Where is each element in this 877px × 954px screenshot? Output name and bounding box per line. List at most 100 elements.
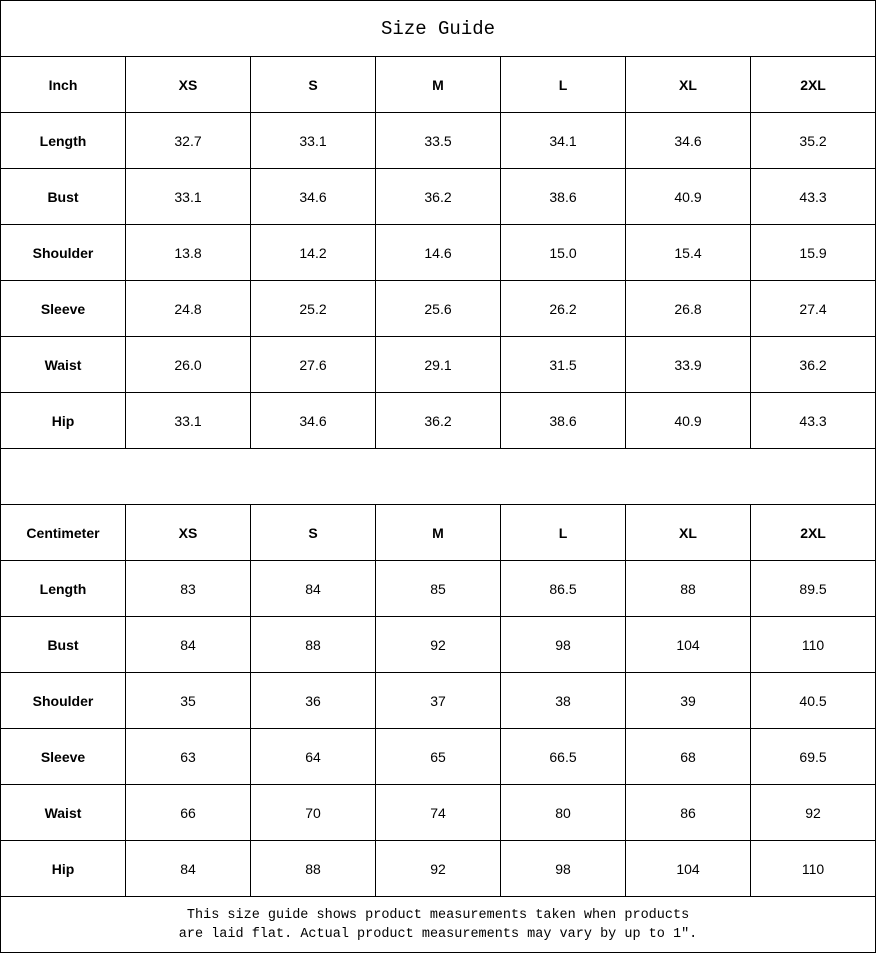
measurement-value: 110 [749, 840, 877, 897]
measurement-value: 34.6 [250, 392, 376, 449]
measurement-value: 89.5 [749, 560, 877, 617]
measurement-value: 34.1 [500, 112, 626, 169]
measurement-value: 36.2 [375, 168, 501, 225]
measurement-value: 84 [250, 560, 376, 617]
measurement-value: 14.6 [375, 224, 501, 281]
measurement-value: 27.6 [250, 336, 376, 393]
measurement-value: 33.9 [625, 336, 751, 393]
table-row: Shoulder 13.8 14.2 14.6 15.0 15.4 15.9 [0, 224, 877, 281]
cm-header-row: Centimeter XS S M L XL 2XL [0, 504, 877, 561]
note-row: This size guide shows product measuremen… [0, 896, 877, 953]
measurement-label: Sleeve [0, 728, 126, 785]
table-row: Length 32.7 33.1 33.5 34.1 34.6 35.2 [0, 112, 877, 169]
measurement-value: 68 [625, 728, 751, 785]
measurement-value: 39 [625, 672, 751, 729]
measurement-value: 66 [125, 784, 251, 841]
measurement-value: 15.0 [500, 224, 626, 281]
spacer-row [0, 448, 877, 505]
measurement-value: 88 [250, 840, 376, 897]
measurement-value: 104 [625, 840, 751, 897]
table-row: Shoulder 35 36 37 38 39 40.5 [0, 672, 877, 729]
table-row: Length 83 84 85 86.5 88 89.5 [0, 560, 877, 617]
measurement-value: 74 [375, 784, 501, 841]
measurement-value: 64 [250, 728, 376, 785]
table-row: Sleeve 24.8 25.2 25.6 26.2 26.8 27.4 [0, 280, 877, 337]
measurement-value: 69.5 [749, 728, 877, 785]
measurement-value: 34.6 [250, 168, 376, 225]
size-header: XL [625, 56, 751, 113]
measurement-label: Bust [0, 168, 126, 225]
measurement-label: Shoulder [0, 224, 126, 281]
measurement-value: 36.2 [749, 336, 877, 393]
measurement-value: 40.9 [625, 168, 751, 225]
table-row: Waist 26.0 27.6 29.1 31.5 33.9 36.2 [0, 336, 877, 393]
inch-header-row: Inch XS S M L XL 2XL [0, 56, 877, 113]
measurement-value: 24.8 [125, 280, 251, 337]
size-header: XS [125, 504, 251, 561]
measurement-label: Sleeve [0, 280, 126, 337]
measurement-value: 84 [125, 840, 251, 897]
measurement-value: 80 [500, 784, 626, 841]
measurement-value: 25.2 [250, 280, 376, 337]
measurement-value: 33.1 [125, 392, 251, 449]
measurement-value: 40.9 [625, 392, 751, 449]
measurement-value: 92 [375, 616, 501, 673]
measurement-value: 26.2 [500, 280, 626, 337]
table-row: Bust 84 88 92 98 104 110 [0, 616, 877, 673]
measurement-value: 15.4 [625, 224, 751, 281]
measurement-value: 33.1 [125, 168, 251, 225]
measurement-label: Waist [0, 784, 126, 841]
measurement-value: 36 [250, 672, 376, 729]
measurement-value: 83 [125, 560, 251, 617]
measurement-value: 38 [500, 672, 626, 729]
title-row: Size Guide [0, 0, 877, 57]
measurement-value: 110 [749, 616, 877, 673]
measurement-value: 26.8 [625, 280, 751, 337]
measurement-value: 25.6 [375, 280, 501, 337]
page-title: Size Guide [0, 0, 877, 57]
measurement-value: 13.8 [125, 224, 251, 281]
measurement-label: Length [0, 112, 126, 169]
measurement-value: 88 [625, 560, 751, 617]
table-row: Hip 33.1 34.6 36.2 38.6 40.9 43.3 [0, 392, 877, 449]
measurement-value: 63 [125, 728, 251, 785]
measurement-value: 15.9 [749, 224, 877, 281]
measurement-value: 38.6 [500, 392, 626, 449]
measurement-value: 27.4 [749, 280, 877, 337]
measurement-value: 37 [375, 672, 501, 729]
measurement-value: 88 [250, 616, 376, 673]
measurement-value: 38.6 [500, 168, 626, 225]
note-line-1: This size guide shows product measuremen… [186, 907, 690, 923]
size-header: 2XL [749, 504, 877, 561]
inch-unit-label: Inch [0, 56, 126, 113]
measurement-value: 84 [125, 616, 251, 673]
size-header: S [250, 56, 376, 113]
table-row: Waist 66 70 74 80 86 92 [0, 784, 877, 841]
measurement-value: 92 [749, 784, 877, 841]
measurement-value: 86.5 [500, 560, 626, 617]
measurement-value: 40.5 [749, 672, 877, 729]
measurement-value: 43.3 [749, 392, 877, 449]
measurement-value: 85 [375, 560, 501, 617]
size-header: S [250, 504, 376, 561]
size-header: L [500, 504, 626, 561]
measurement-label: Length [0, 560, 126, 617]
measurement-value: 104 [625, 616, 751, 673]
size-header: XS [125, 56, 251, 113]
table-row: Sleeve 63 64 65 66.5 68 69.5 [0, 728, 877, 785]
measurement-value: 33.1 [250, 112, 376, 169]
measurement-value: 32.7 [125, 112, 251, 169]
measurement-note: This size guide shows product measuremen… [0, 896, 877, 953]
note-line-2: are laid flat. Actual product measuremen… [178, 926, 698, 942]
size-header: 2XL [749, 56, 877, 113]
size-header: L [500, 56, 626, 113]
table-row: Hip 84 88 92 98 104 110 [0, 840, 877, 897]
measurement-value: 14.2 [250, 224, 376, 281]
size-header: M [375, 56, 501, 113]
measurement-value: 36.2 [375, 392, 501, 449]
table-row: Bust 33.1 34.6 36.2 38.6 40.9 43.3 [0, 168, 877, 225]
spacer-cell [0, 448, 877, 505]
measurement-value: 65 [375, 728, 501, 785]
size-header: M [375, 504, 501, 561]
